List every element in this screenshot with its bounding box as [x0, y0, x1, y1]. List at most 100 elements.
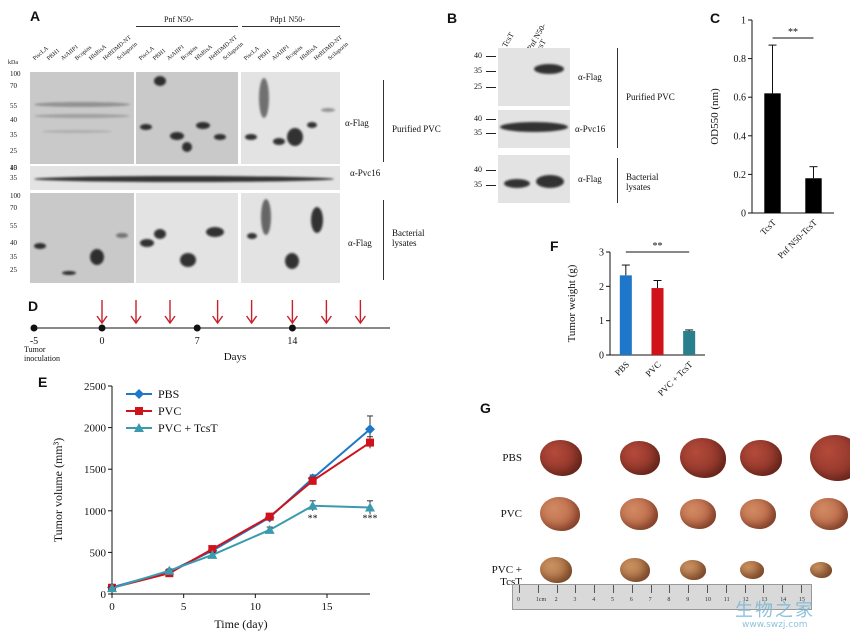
label-a-pvc16: α-Pvc16	[350, 168, 381, 178]
blot-a-top-3	[241, 72, 340, 164]
watermark-title: 生物之家	[735, 600, 815, 621]
watermark-url: www.swzj.com	[742, 620, 808, 630]
arrow-head	[130, 315, 142, 325]
group-pdp1-line	[242, 26, 340, 27]
y-tick-label: 1000	[84, 506, 107, 518]
ruler-number: 9	[686, 597, 690, 603]
ruler: 0 1cm 2 3 4 5 6 7 8 9 10 11 12 13 14 15	[512, 584, 812, 610]
label-a-flag2: α-Flag	[348, 238, 372, 248]
mw-marker: 40	[10, 164, 17, 172]
bar	[651, 288, 664, 355]
panel-e-label: E	[38, 374, 48, 390]
ruler-number: 2	[554, 597, 558, 603]
tumor	[810, 562, 832, 578]
category-label: TcsT	[758, 217, 778, 237]
panel-a-label: A	[30, 8, 41, 24]
timeline-tick-label: 7	[195, 336, 200, 347]
series-line	[111, 504, 371, 590]
y-tick-label: 0	[741, 209, 746, 220]
mw-marker: 35	[10, 253, 17, 261]
ruler-number: 3	[573, 597, 577, 603]
annotation: ***	[363, 514, 378, 525]
timeline-dot	[30, 324, 38, 332]
kda-label: kDa	[8, 60, 18, 66]
mw-tick	[486, 119, 496, 120]
ruler-number: 5	[611, 597, 614, 603]
bracket-a-purified	[383, 80, 384, 162]
data-point	[164, 565, 175, 575]
blot-a-bottom-2	[136, 193, 238, 283]
blot-a-top-1	[30, 72, 134, 164]
ruler-number: 11	[723, 597, 730, 603]
legend-label: PVC + TcsT	[158, 421, 218, 435]
mw-marker: 40	[10, 116, 17, 124]
x-tick-label: 0	[109, 601, 115, 613]
y-tick-label: 3	[599, 248, 604, 259]
x-tick-label: 5	[181, 601, 187, 613]
ruler-number: 6	[629, 597, 633, 603]
y-tick-label: 1	[599, 316, 604, 327]
panel-b-label: B	[447, 10, 458, 26]
timeline-tick-label: 14	[287, 336, 297, 347]
blot-b-mid	[498, 110, 570, 148]
ruler-number: 8	[667, 597, 671, 603]
mw-marker: 70	[10, 82, 17, 90]
tumor	[740, 561, 764, 579]
data-point	[134, 389, 144, 399]
data-point	[308, 476, 317, 485]
mw-marker: 100	[10, 70, 21, 78]
mw-marker: 40	[474, 114, 482, 123]
ruler-tick	[575, 585, 577, 593]
bracket-a-bacterial	[383, 200, 384, 280]
y-tick-label: 2500	[84, 381, 107, 393]
annotation: **	[308, 514, 318, 525]
tumor-photo: PBS PVC PVC + TcsT	[478, 428, 850, 608]
ruler-tick	[631, 585, 633, 593]
data-point	[365, 424, 375, 435]
y-axis-label: Tumor weight (g)	[566, 264, 578, 342]
mw-marker: 35	[10, 174, 17, 182]
tumor	[620, 441, 660, 475]
y-tick-label: 0.8	[734, 54, 747, 65]
ruler-number: 1cm	[535, 597, 547, 603]
category-label: PVC	[643, 359, 662, 378]
mw-marker: 55	[10, 222, 17, 230]
chart-e: 0 500 1000 1500 2000 2500 0 5 10 15 Time (day) Tumo…	[51, 381, 378, 631]
data-point	[264, 524, 275, 534]
ruler-number: 10	[705, 597, 711, 603]
arrow-head	[246, 315, 258, 325]
mw-tick	[486, 185, 496, 186]
tumor	[540, 440, 582, 476]
x-axis-label: Time (day)	[214, 617, 267, 631]
y-tick-label: 1500	[84, 464, 107, 476]
group-pnf-label: Pnf N50-	[164, 15, 194, 24]
ruler-tick	[725, 585, 727, 593]
mw-marker: 35	[474, 180, 482, 189]
label-b-flag2: α-Flag	[578, 174, 602, 184]
label-a-flag: α-Flag	[345, 118, 369, 128]
panel-g-label: G	[480, 400, 491, 416]
y-axis-label: Tumor volume (mm³)	[51, 438, 65, 543]
bar	[683, 330, 696, 355]
mw-marker: 35	[474, 66, 482, 75]
label-a-bacterial: Bacterial lysates	[392, 228, 425, 248]
ruler-tick	[801, 585, 802, 593]
mw-marker: 55	[10, 102, 17, 110]
mw-tick	[486, 56, 496, 57]
y-axis-label: OD550 (nm)	[709, 88, 721, 145]
group-pdp1-label: Pdp1 N50-	[270, 15, 305, 24]
timeline-dot	[288, 324, 296, 332]
significance-mark: **	[653, 241, 663, 252]
ruler-tick	[669, 585, 671, 593]
blot-b-top	[498, 48, 570, 106]
arrow-head	[96, 315, 108, 325]
category-label: PBS	[613, 359, 631, 377]
ruler-tick	[556, 585, 558, 593]
tumor-inoculation-label: Tumor	[24, 345, 46, 354]
mw-marker: 70	[10, 204, 17, 212]
arrow-head	[164, 315, 176, 325]
data-point	[365, 502, 375, 512]
y-tick-label: 0.4	[734, 131, 747, 142]
row-label: PVC	[500, 508, 522, 520]
